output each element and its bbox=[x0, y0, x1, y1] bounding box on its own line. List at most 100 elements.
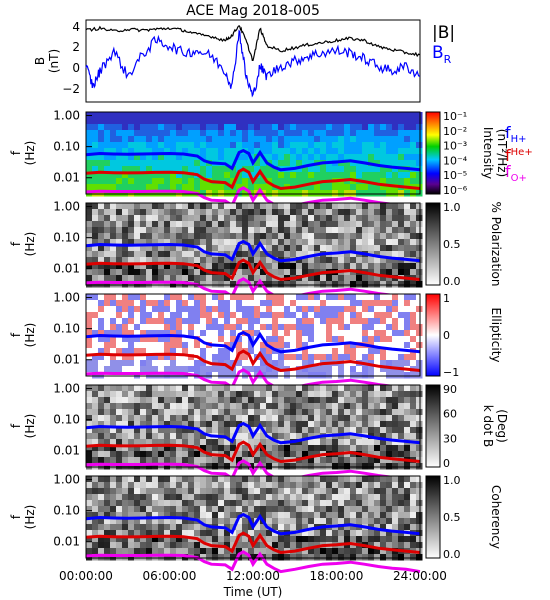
freq-tick-label: 1.00 bbox=[53, 200, 80, 214]
freq-tick-label: 1.00 bbox=[53, 291, 80, 305]
freq-ylabel-unit: (Hz) bbox=[23, 505, 37, 530]
freq-line-fh bbox=[85, 239, 421, 263]
colorbar-tick-label: 0.0 bbox=[443, 275, 461, 288]
colorbar-tick-label: 1.0 bbox=[443, 474, 461, 487]
freq-tick-label: 0.10 bbox=[53, 140, 80, 154]
mag-legend: |B| BR bbox=[432, 23, 455, 66]
colorbar-kdotb bbox=[425, 384, 441, 468]
panel-ellipticity: 1.00 0.10 0.01 f (Hz) 1 0 −1 Ellipticity bbox=[9, 291, 503, 392]
colorbar-tick-label: 0.5 bbox=[443, 511, 461, 524]
colorbar-tick-label: 90 bbox=[443, 383, 457, 396]
panel-frame bbox=[85, 202, 421, 286]
colorbar-tick-label: 0.5 bbox=[443, 238, 461, 251]
colorbar-label: Ellipticity bbox=[489, 308, 503, 363]
legend-f-heplus: fHe+ bbox=[505, 146, 533, 165]
freq-line-fo bbox=[85, 550, 421, 574]
colorbar-tick-label: 0 bbox=[443, 329, 450, 342]
chart-title: ACE Mag 2018-005 bbox=[186, 3, 320, 19]
x-tick-label: 00:00:00 bbox=[59, 569, 113, 583]
mag-tick-label: 2 bbox=[72, 40, 80, 54]
freq-line-fh bbox=[85, 421, 421, 445]
freq-tick-label: 0.01 bbox=[53, 444, 80, 458]
legend-f-oplus: fO+ bbox=[505, 162, 527, 184]
freq-tick-label: 0.01 bbox=[53, 535, 80, 549]
colorbar-label: % Polarization bbox=[489, 202, 503, 287]
x-tick-label: 12:00:00 bbox=[226, 569, 280, 583]
freq-line-fo bbox=[85, 277, 421, 301]
legend-f-hplus: fH+ bbox=[505, 123, 527, 145]
freq-ylabel-main: f bbox=[9, 332, 23, 337]
colorbar-polarization bbox=[425, 202, 441, 286]
x-tick-label: 18:00:00 bbox=[310, 569, 364, 583]
colorbar-tick-label: −1 bbox=[443, 366, 459, 379]
colorbar-tick-label: 0.0 bbox=[443, 548, 461, 561]
mag-tick-label: −2 bbox=[62, 82, 80, 96]
freq-ylabel-unit: (Hz) bbox=[23, 323, 37, 348]
colorbar-intensity bbox=[425, 111, 441, 195]
colorbar-tick-label: 10⁻⁶ bbox=[443, 184, 468, 197]
colorbar-tick-label: 10⁻² bbox=[443, 125, 467, 138]
x-axis-label: Time (UT) bbox=[223, 585, 283, 599]
freq-line-fhe bbox=[85, 258, 421, 282]
x-tick-label: 24:00:00 bbox=[393, 569, 447, 583]
colorbar-tick-label: 30 bbox=[443, 432, 457, 445]
freq-line-fhe bbox=[85, 349, 421, 373]
freq-legend: fH+ fHe+ fO+ bbox=[505, 123, 533, 184]
mag-series-br bbox=[85, 29, 421, 98]
x-tick-label: 06:00:00 bbox=[143, 569, 197, 583]
panel-frame bbox=[85, 111, 421, 195]
freq-ylabel-main: f bbox=[9, 423, 23, 428]
panel-frame bbox=[85, 475, 421, 559]
freq-line-fhe bbox=[85, 531, 421, 555]
colorbar-tick-label: 60 bbox=[443, 408, 457, 421]
freq-ylabel-unit: (Hz) bbox=[23, 141, 37, 166]
freq-tick-label: 0.01 bbox=[53, 262, 80, 276]
freq-ylabel-unit: (Hz) bbox=[23, 414, 37, 439]
legend-b-radial: BR bbox=[432, 43, 452, 66]
freq-line-fh bbox=[85, 330, 421, 354]
panel-intensity: 1.00 0.10 0.01 f (Hz) 10⁻¹ 10⁻² 10⁻³10⁻⁴ 10⁻⁵ 10⁻… bbox=[9, 109, 509, 210]
freq-tick-label: 1.00 bbox=[53, 109, 80, 123]
freq-line-fo bbox=[85, 186, 421, 210]
freq-ylabel-main: f bbox=[9, 241, 23, 246]
panel-polarization: 1.00 0.10 0.01 f (Hz) 1.0 0.5 0.0 % Polarization bbox=[9, 200, 503, 301]
mag-panel: B (nT) 4 2 0 −2 bbox=[33, 19, 421, 103]
panel-coherency: 1.00 0.10 0.01 f (Hz) 1.0 0.5 0.0 Coherency bbox=[9, 473, 503, 574]
freq-line-fh bbox=[85, 512, 421, 536]
freq-line-fh bbox=[85, 148, 421, 172]
freq-tick-label: 0.10 bbox=[53, 504, 80, 518]
panel-frame bbox=[85, 384, 421, 468]
legend-b-magnitude: |B| bbox=[432, 23, 455, 43]
freq-tick-label: 1.00 bbox=[53, 382, 80, 396]
panel-frame bbox=[85, 293, 421, 377]
colorbar-label: Intensity bbox=[481, 127, 495, 179]
freq-tick-label: 1.00 bbox=[53, 473, 80, 487]
mag-ylabel-main: B bbox=[33, 57, 47, 65]
colorbar-tick-label: 10⁻³ bbox=[443, 140, 467, 153]
colorbar-label: Coherency bbox=[489, 485, 503, 549]
panel-kdotb: 1.00 0.10 0.01 f (Hz) 90 60 30 0 k dot B (Deg) bbox=[9, 382, 509, 483]
freq-ylabel-main: f bbox=[9, 150, 23, 155]
colorbar-label: k dot B bbox=[481, 405, 495, 447]
freq-tick-label: 0.10 bbox=[53, 231, 80, 245]
x-axis: 00:00:00 06:00:00 12:00:00 18:00:00 24:0… bbox=[59, 569, 447, 599]
freq-tick-label: 0.01 bbox=[53, 353, 80, 367]
colorbar-tick-label: 10⁻¹ bbox=[443, 110, 467, 123]
mag-tick-label: 4 bbox=[72, 20, 80, 34]
freq-ylabel-unit: (Hz) bbox=[23, 232, 37, 257]
colorbar-ellipticity bbox=[425, 293, 441, 377]
freq-tick-label: 0.10 bbox=[53, 413, 80, 427]
colorbar-coherency bbox=[425, 475, 441, 559]
freq-ylabel-main: f bbox=[9, 514, 23, 519]
colorbar-unit: (nT²/Hz) bbox=[495, 129, 509, 177]
colorbar-tick-label: 10⁻⁴ bbox=[443, 154, 468, 167]
colorbar-tick-label: 0 bbox=[443, 457, 450, 470]
colorbar-tick-label: 10⁻⁵ bbox=[443, 169, 467, 182]
spectrogram-panels: 1.000.100.01f (Hz)10⁻¹10⁻²10⁻³10⁻⁴10⁻⁵10⁻… bbox=[9, 109, 509, 574]
mag-tick-label: 0 bbox=[72, 61, 80, 75]
colorbar-tick-label: 1 bbox=[443, 292, 450, 305]
colorbar-tick-label: 1.0 bbox=[443, 201, 461, 214]
freq-tick-label: 0.10 bbox=[53, 322, 80, 336]
colorbar-unit: (Deg) bbox=[495, 409, 509, 443]
